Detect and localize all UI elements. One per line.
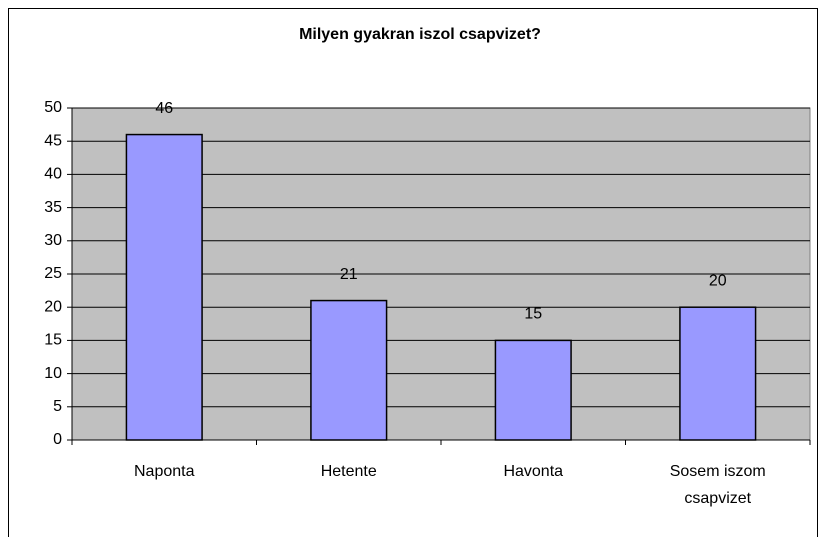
y-tick-label: 5 xyxy=(53,398,62,415)
y-tick-label: 0 xyxy=(53,431,62,448)
chart-title: Milyen gyakran iszol csapvizet? xyxy=(299,26,541,43)
y-tick-label: 20 xyxy=(44,298,62,315)
data-label: 15 xyxy=(524,306,542,323)
y-tick-label: 30 xyxy=(44,232,62,249)
data-label: 20 xyxy=(709,272,727,289)
y-tick-label: 15 xyxy=(44,332,62,349)
x-tick-label: Naponta xyxy=(134,463,195,480)
data-label: 46 xyxy=(155,100,173,117)
y-tick-label: 40 xyxy=(44,166,62,183)
bar xyxy=(125,133,203,441)
y-tick-label: 35 xyxy=(44,199,62,216)
bar xyxy=(679,306,757,441)
bar xyxy=(310,299,388,441)
y-tick-label: 25 xyxy=(44,265,62,282)
y-tick-label: 45 xyxy=(44,132,62,149)
x-tick-label: Hetente xyxy=(320,463,377,480)
y-tick-label: 10 xyxy=(44,365,62,382)
x-tick-label: Havonta xyxy=(503,463,564,480)
bar xyxy=(494,339,572,441)
data-label: 21 xyxy=(340,266,358,283)
y-tick-label: 50 xyxy=(44,99,62,116)
x-tick-label: Sosem iszom csapvizet xyxy=(669,463,766,507)
